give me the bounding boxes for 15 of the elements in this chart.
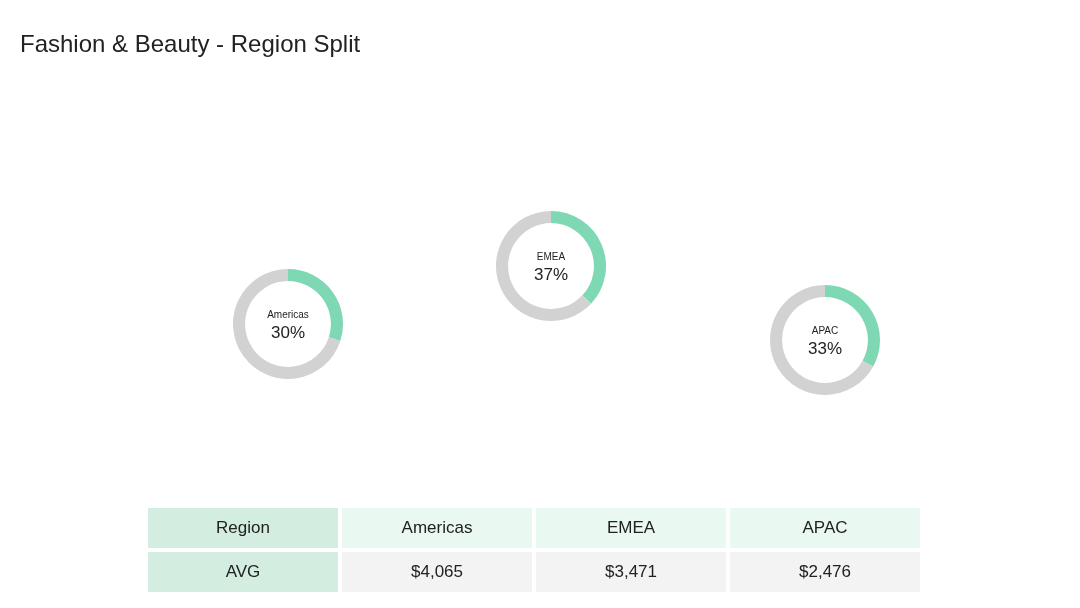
data-label: $3,471: [536, 552, 726, 592]
slice-label: EMEA: [536, 250, 566, 262]
data-label: 33%: [807, 338, 843, 358]
chart-title: Fashion & Beauty - Region Split: [20, 30, 361, 58]
data-label: 37%: [533, 264, 569, 284]
slice-label: APAC: [811, 324, 839, 336]
slice-label: Americas: [267, 308, 309, 320]
text: Region: [148, 508, 338, 548]
data-label: 30%: [270, 322, 306, 342]
category-label: EMEA: [536, 508, 726, 548]
category-label: Americas: [342, 508, 532, 548]
category-label: APAC: [730, 508, 920, 548]
data-label: $2,476: [730, 552, 920, 592]
text: AVG: [148, 552, 338, 592]
data-label: $4,065: [342, 552, 532, 592]
